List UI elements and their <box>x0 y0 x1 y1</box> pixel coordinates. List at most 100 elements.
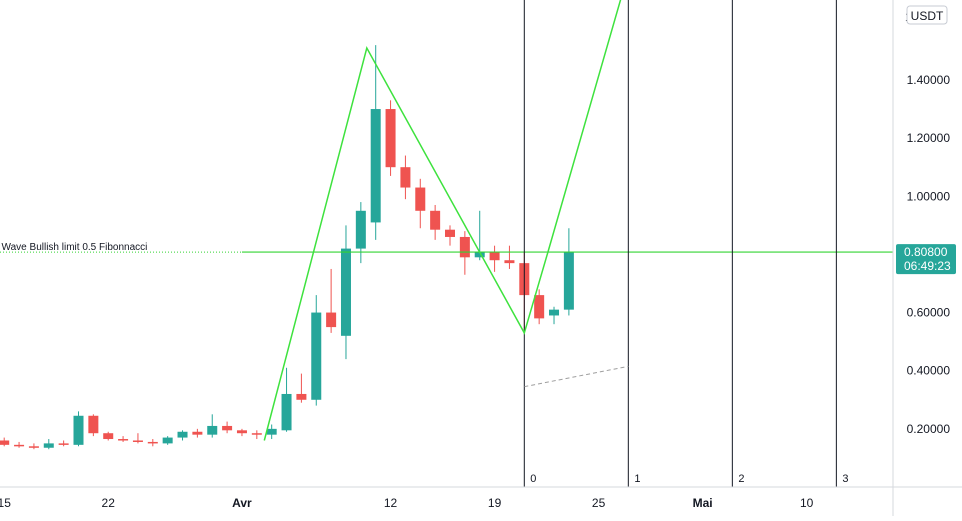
candle <box>28 443 39 450</box>
candle <box>14 441 25 448</box>
price-tick-label: 0.40000 <box>907 364 951 378</box>
time-tick-label: Mai <box>693 496 713 510</box>
candle <box>340 225 351 360</box>
time-tick-label: 10 <box>800 496 814 510</box>
time-zone-label: 1 <box>634 473 640 485</box>
candle-body <box>28 446 39 448</box>
candle <box>326 268 337 333</box>
candles-layer <box>0 45 574 450</box>
candle <box>296 373 307 403</box>
time-zone-label: 2 <box>738 473 744 485</box>
candle-body <box>281 393 292 431</box>
candle-body <box>459 236 470 258</box>
candle <box>222 421 233 434</box>
candle-body <box>192 431 203 435</box>
candle-body <box>549 309 560 316</box>
candle-body <box>103 433 114 440</box>
time-zone-label: 3 <box>842 473 848 485</box>
time-zone-label: 0 <box>530 473 536 485</box>
price-tick-label: 0.60000 <box>907 306 951 320</box>
candle <box>370 45 381 240</box>
candle <box>103 431 114 441</box>
candle-body <box>0 440 10 445</box>
candle-body <box>162 437 173 444</box>
time-tick-label: 25 <box>592 496 606 510</box>
time-zones-layer: 0 1 2 3 <box>523 0 848 487</box>
candle <box>73 411 84 447</box>
projection-dashed-line <box>524 365 629 388</box>
candle-body <box>58 443 69 445</box>
candle-body <box>400 167 411 188</box>
candle <box>385 100 396 176</box>
candle-body <box>118 439 129 441</box>
time-tick-label: 19 <box>488 496 502 510</box>
candle <box>207 414 218 438</box>
time-tick-label: Avr <box>232 496 252 510</box>
candle-body <box>14 444 25 447</box>
candle <box>88 414 99 437</box>
currency-badge-label: USDT <box>911 9 944 23</box>
candle-body <box>88 415 99 434</box>
candle-body <box>504 260 515 264</box>
candle-body <box>340 248 351 336</box>
candle-body <box>266 428 277 435</box>
candle <box>43 439 54 450</box>
candle <box>415 178 426 229</box>
currency-badge-box <box>906 5 948 25</box>
candle <box>0 437 10 447</box>
candle <box>355 202 366 264</box>
currency-badge[interactable]: USDT <box>906 5 948 25</box>
time-tick-label: 15 <box>0 496 11 510</box>
candle <box>445 225 455 246</box>
time-tick-label: 22 <box>102 496 116 510</box>
candle-body <box>311 312 322 400</box>
candle-body <box>563 252 574 310</box>
candle <box>281 367 292 432</box>
candle <box>459 231 470 275</box>
candle-body <box>445 229 455 237</box>
candle <box>504 245 515 269</box>
candle <box>430 204 441 240</box>
candle <box>534 289 545 325</box>
candle-body <box>355 210 366 249</box>
candle-body <box>177 431 188 438</box>
candle <box>147 439 158 447</box>
candle-body <box>385 109 396 168</box>
pattern-path <box>263 0 622 441</box>
candle <box>132 433 143 444</box>
current-price-value: 0.80800 <box>904 245 948 259</box>
candle <box>251 430 262 440</box>
candle-body <box>251 433 262 435</box>
pattern-layer <box>263 0 622 441</box>
candle <box>177 430 188 441</box>
candle-body <box>415 187 426 211</box>
time-tick-label: 12 <box>384 496 398 510</box>
candle <box>118 436 129 442</box>
candle <box>192 428 203 438</box>
candle-body <box>534 295 545 319</box>
candle-body <box>296 393 307 400</box>
candle-body <box>222 425 233 431</box>
candle-body <box>73 415 84 445</box>
candle-body <box>147 441 158 444</box>
candle <box>266 424 277 440</box>
candle <box>162 436 173 445</box>
candle <box>236 428 247 437</box>
candle <box>489 245 500 272</box>
candle-body <box>132 440 143 442</box>
candle <box>58 440 69 447</box>
current-price-countdown: 06:49:23 <box>904 259 951 273</box>
price-tick-label: 0.20000 <box>907 422 951 436</box>
current-price-badge-box <box>896 244 956 275</box>
level-line-layer: t Wave Bullish limit 0.5 Fibonnacci <box>0 242 893 253</box>
candle-body <box>489 251 500 261</box>
candle <box>400 155 411 200</box>
candle-body <box>326 312 337 328</box>
candle <box>563 228 574 316</box>
candle-body <box>236 430 247 434</box>
candle-body <box>474 251 485 258</box>
price-tick-label: 1.20000 <box>907 131 951 145</box>
